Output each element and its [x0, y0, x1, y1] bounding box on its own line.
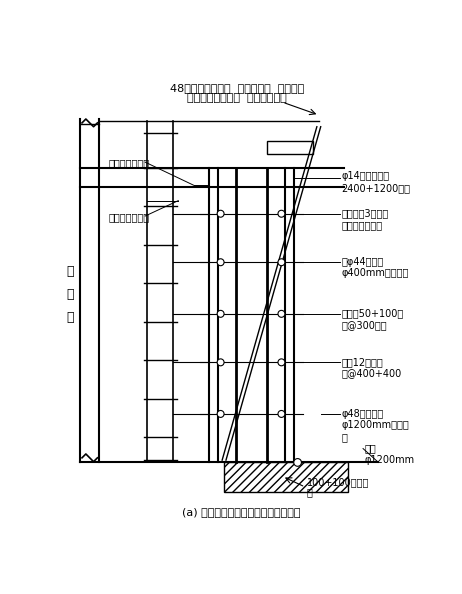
Bar [267, 141, 313, 154]
Text: 横龙骨用3牌卡牛
螺母与撬板紧固: 横龙骨用3牌卡牛 螺母与撬板紧固 [341, 208, 389, 230]
Text: 维
护
柱: 维 护 柱 [66, 265, 73, 324]
Text: 48钢管管支搭排架  底板处地锚  用钢筋与: 48钢管管支搭排架 底板处地锚 用钢筋与 [170, 83, 304, 93]
Bar [225, 463, 348, 492]
Text: 双φ44扁钢管
φ400mm横向排布: 双φ44扁钢管 φ400mm横向排布 [341, 257, 409, 279]
Circle shape [278, 310, 285, 317]
Circle shape [217, 359, 224, 366]
Text: 直径12穿墙螺
栓@400+400: 直径12穿墙螺 栓@400+400 [341, 357, 402, 378]
Text: φ14厚木多层板
2400+1200竖放: φ14厚木多层板 2400+1200竖放 [341, 172, 411, 193]
Text: 水平钢管拉撬压顶  防止撬板上浮: 水平钢管拉撬压顶 防止撬板上浮 [187, 93, 286, 103]
Text: φ48钢管支顶
φ1200mm横向排
布: φ48钢管支顶 φ1200mm横向排 布 [341, 409, 409, 442]
Circle shape [217, 210, 224, 217]
Text: 100+100木方支: 100+100木方支 [307, 477, 369, 486]
Text: 地锚
φ1200mm: 地锚 φ1200mm [365, 443, 415, 465]
Circle shape [278, 210, 285, 217]
Text: (a) 地下室外墙双侧模板安装示意图一: (a) 地下室外墙双侧模板安装示意图一 [182, 507, 301, 517]
Text: 顶: 顶 [307, 486, 313, 497]
Text: 次龙骨50+100木
方@300竖放: 次龙骨50+100木 方@300竖放 [341, 308, 404, 330]
Circle shape [217, 410, 224, 418]
Circle shape [217, 310, 224, 317]
Circle shape [217, 259, 224, 266]
Text: 操作钢管脚手架: 操作钢管脚手架 [109, 212, 150, 222]
Circle shape [294, 459, 302, 466]
Text: 用绉杠与撬顶紧: 用绉杠与撬顶紧 [109, 158, 150, 168]
Circle shape [278, 259, 285, 266]
Circle shape [278, 359, 285, 366]
Circle shape [278, 410, 285, 418]
